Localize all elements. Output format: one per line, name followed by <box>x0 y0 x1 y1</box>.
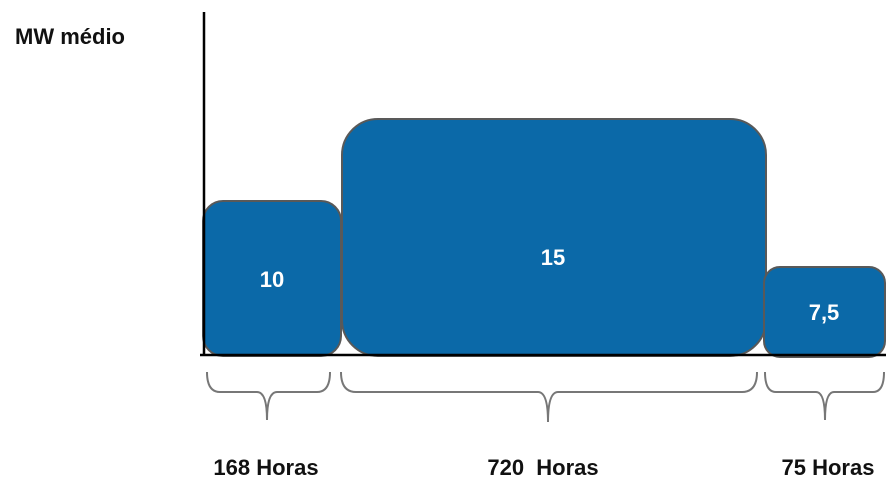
duration-label: 75 Horas <box>782 455 875 480</box>
block <box>341 118 767 357</box>
brace <box>206 371 331 421</box>
block <box>763 266 886 358</box>
duration-label: 168 Horas <box>213 455 318 480</box>
block-value: 7,5 <box>809 300 840 325</box>
axis-label: MW médio <box>15 24 125 49</box>
block-value: 15 <box>541 245 565 270</box>
duration-label: 720 Horas <box>487 455 598 480</box>
brace <box>340 371 758 423</box>
block-value: 10 <box>260 267 284 292</box>
brace <box>764 371 885 421</box>
